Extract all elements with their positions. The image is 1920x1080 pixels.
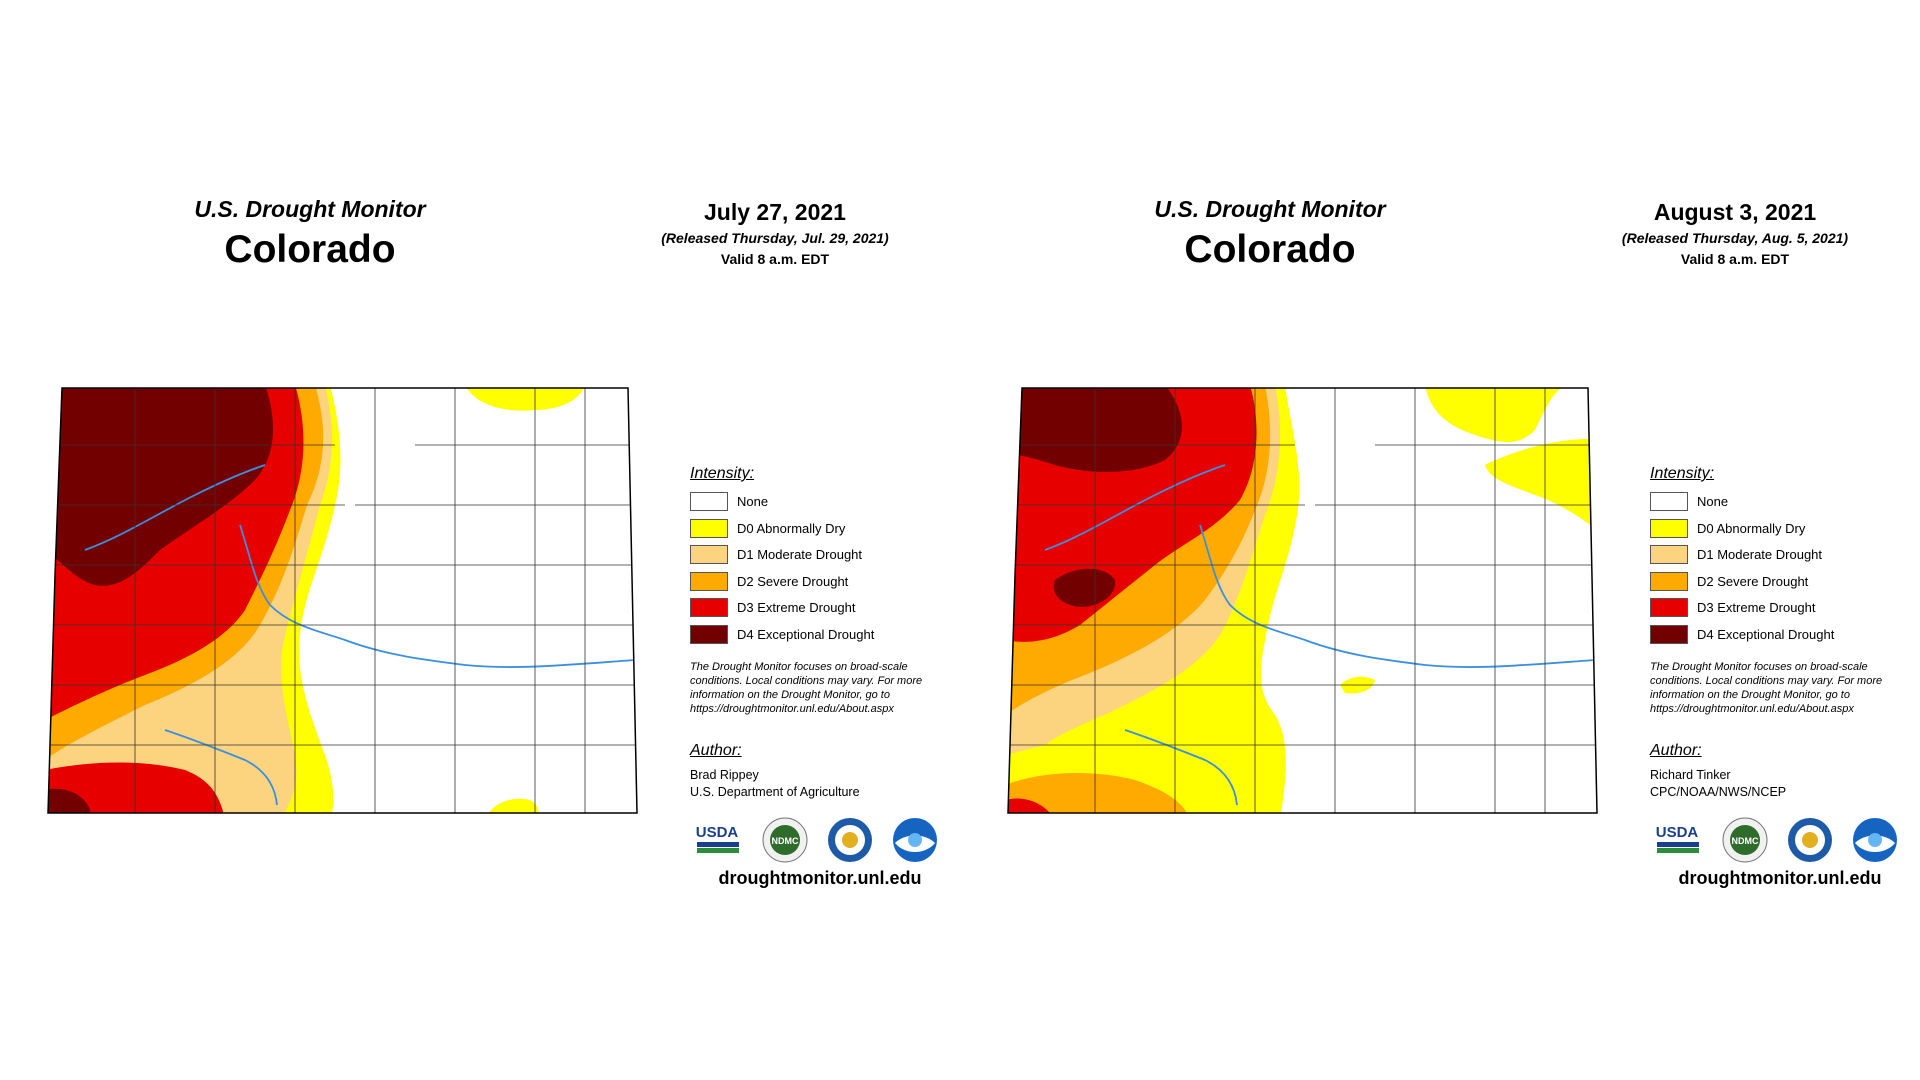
river-line — [1124, 729, 1238, 806]
d3-extreme-drought-area — [1008, 798, 1055, 813]
commerce-seal-logo — [1788, 818, 1832, 862]
d4-exceptional-drought-area — [1053, 568, 1116, 607]
colorado-drought-map — [1007, 387, 1598, 814]
legend-swatch — [690, 598, 728, 617]
river-line — [1044, 464, 1226, 551]
release-date: (Released Thursday, Jul. 29, 2021) — [661, 230, 889, 246]
river-line — [84, 464, 266, 551]
county-boundaries — [48, 388, 637, 813]
commerce-seal-logo — [828, 818, 872, 862]
legend-label: D3 Extreme Drought — [1697, 600, 1816, 615]
d0-abnormally-dry-area — [485, 798, 539, 813]
river-line — [1199, 524, 1596, 668]
author-organization: CPC/NOAA/NWS/NCEP — [1650, 785, 1787, 799]
map-title: Colorado — [224, 228, 396, 271]
state-border — [47, 387, 638, 814]
map-date: July 27, 2021 — [704, 199, 846, 225]
drought-map-panel-july: U.S. Drought Monitor Colorado July 27, 2… — [47, 196, 937, 888]
noaa-logo — [893, 818, 937, 862]
usda-logo: USDA — [696, 824, 739, 853]
river-line — [164, 729, 278, 806]
author-name: Richard Tinker — [1650, 768, 1731, 782]
legend-label: None — [1697, 494, 1729, 509]
legend-label: D1 Moderate Drought — [1697, 547, 1823, 562]
author-organization: U.S. Department of Agriculture — [690, 785, 860, 799]
agency-logos: USDA NDMC — [1656, 817, 1897, 863]
d2-severe-drought-area — [1008, 773, 1190, 813]
legend-label: D4 Exceptional Drought — [737, 626, 875, 642]
svg-text:NDMC: NDMC — [772, 836, 799, 846]
author-heading: Author: — [1650, 742, 1702, 759]
legend-swatch — [1650, 545, 1688, 564]
legend-label: D0 Abnormally Dry — [737, 520, 846, 536]
author-heading: Author: — [690, 742, 742, 759]
legend-swatch — [1650, 624, 1688, 644]
legend-label: D2 Severe Drought — [737, 573, 849, 589]
ndmc-logo: NDMC — [762, 817, 808, 863]
legend-swatch — [1650, 518, 1688, 538]
agency-logos: USDA NDMC — [696, 817, 937, 863]
legend-title: Intensity: — [1650, 465, 1715, 482]
website-link[interactable]: droughtmonitor.unl.edu — [718, 868, 922, 888]
d4-exceptional-drought-area — [48, 388, 273, 586]
legend-label: D2 Severe Drought — [1697, 573, 1809, 589]
ndmc-logo: NDMC — [1722, 817, 1768, 863]
river-line — [239, 524, 636, 668]
svg-text:USDA: USDA — [696, 824, 739, 841]
d0-abnormally-dry-area — [465, 388, 585, 411]
d4-exceptional-drought-area — [1008, 388, 1182, 472]
author-name: Brad Rippey — [690, 768, 759, 782]
legend-swatch — [690, 492, 728, 511]
noaa-logo — [1853, 818, 1897, 862]
colorado-drought-map — [47, 387, 642, 814]
disclaimer-text: The Drought Monitor focuses on broad-sca… — [690, 661, 923, 715]
legend-title: Intensity: — [690, 465, 755, 482]
legend-swatch — [690, 545, 728, 564]
map-subtitle: U.S. Drought Monitor — [194, 196, 426, 222]
d4-exceptional-drought-area — [48, 788, 90, 813]
d0-abnormally-dry-area — [637, 480, 642, 520]
county-boundaries — [1008, 388, 1597, 813]
map-subtitle: U.S. Drought Monitor — [1154, 196, 1386, 222]
drought-map-panel-august: U.S. Drought Monitor Colorado August 3, … — [960, 0, 1920, 1080]
legend-label: D4 Exceptional Drought — [1697, 626, 1835, 642]
legend-label: None — [737, 494, 769, 509]
legend-label: D1 Moderate Drought — [737, 547, 863, 562]
legend-swatch — [1650, 571, 1688, 591]
legend-swatch — [1650, 598, 1688, 617]
map-title: Colorado — [1184, 228, 1356, 271]
valid-time: Valid 8 a.m. EDT — [1680, 251, 1790, 267]
disclaimer-text: The Drought Monitor focuses on broad-sca… — [1650, 661, 1883, 715]
legend-swatch — [690, 624, 728, 644]
svg-text:USDA: USDA — [1656, 824, 1699, 841]
map-date: August 3, 2021 — [1653, 199, 1817, 225]
svg-text:NDMC: NDMC — [1732, 836, 1759, 846]
valid-time: Valid 8 a.m. EDT — [720, 251, 830, 267]
legend-swatch — [690, 518, 728, 538]
usda-logo: USDA — [1656, 824, 1699, 853]
legend-swatch — [1650, 492, 1688, 511]
legend-label: D3 Extreme Drought — [737, 600, 856, 615]
legend-swatch — [690, 571, 728, 591]
website-link[interactable]: droughtmonitor.unl.edu — [1678, 868, 1882, 888]
release-date: (Released Thursday, Aug. 5, 2021) — [1621, 230, 1849, 246]
state-border — [1007, 387, 1598, 814]
legend-label: D0 Abnormally Dry — [1697, 520, 1806, 536]
